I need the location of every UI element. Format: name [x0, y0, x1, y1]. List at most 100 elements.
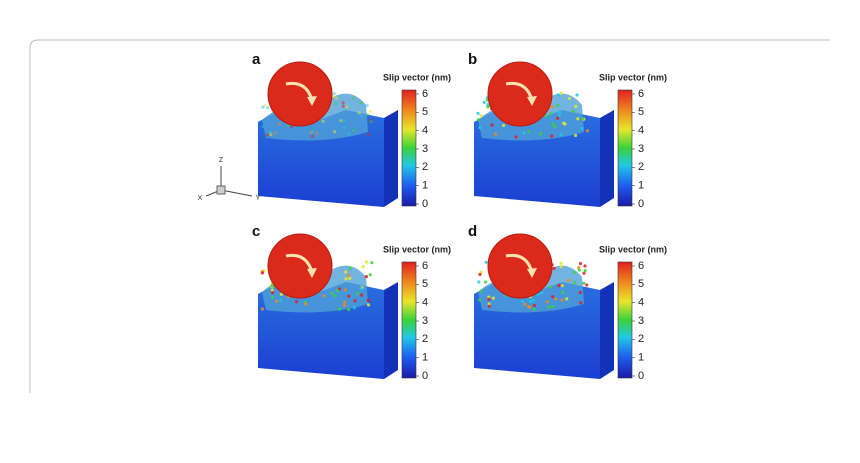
colorbar-tick-label: 1: [422, 180, 428, 192]
atom: [333, 294, 337, 298]
colorbar-tick-label: 4: [638, 125, 644, 137]
atom: [344, 277, 348, 281]
atom: [585, 283, 589, 287]
atom: [265, 133, 270, 137]
atom: [330, 291, 334, 296]
colorbar-tick-label: 6: [638, 260, 644, 272]
atom: [565, 297, 569, 301]
atom: [476, 111, 480, 115]
atom: [559, 91, 563, 95]
atom: [370, 261, 374, 265]
atom: [559, 261, 563, 265]
atom: [335, 288, 340, 293]
block-side: [600, 282, 614, 379]
block-side: [384, 110, 398, 207]
atom: [487, 304, 491, 308]
colorbar-tick-label: 0: [638, 370, 644, 382]
atom: [582, 271, 586, 275]
atom: [552, 266, 556, 271]
atom: [559, 264, 563, 269]
atom: [483, 280, 488, 284]
panel: a Slip vector (nm) 0 1 2 3 4 5 6: [252, 51, 451, 210]
arrow-head: [527, 96, 537, 106]
atom: [365, 103, 369, 108]
atom: [575, 93, 579, 97]
atom: [520, 299, 524, 304]
atom: [342, 119, 346, 123]
atom: [551, 122, 555, 126]
atom: [583, 264, 587, 268]
atom: [556, 116, 560, 120]
atom: [557, 110, 562, 114]
tool: [267, 61, 333, 127]
atom: [585, 129, 590, 133]
atom: [482, 100, 486, 104]
y-label: Y: [256, 195, 261, 202]
atom: [550, 134, 554, 138]
atom: [332, 94, 336, 99]
atom: [360, 113, 364, 117]
atom: [528, 299, 533, 303]
colorbar-tick-label: 3: [638, 143, 644, 155]
atom: [366, 298, 370, 302]
atom: [490, 123, 494, 127]
atom: [322, 294, 326, 298]
atom: [332, 92, 336, 96]
atom: [364, 260, 369, 264]
card-frame: [29, 39, 830, 393]
atom: [540, 291, 544, 295]
atom: [364, 274, 369, 279]
colorbar-tick-label: 6: [638, 88, 644, 100]
block-side: [600, 110, 614, 207]
colorbar: [401, 261, 417, 379]
colorbar-tick-label: 3: [638, 315, 644, 327]
colorbar-tick-label: 5: [422, 106, 428, 118]
atom: [556, 103, 560, 107]
atom: [487, 302, 491, 306]
atom: [270, 288, 275, 292]
atom: [573, 133, 578, 138]
atom: [342, 300, 347, 304]
atom: [522, 131, 526, 135]
colorbar-tick-label: 6: [422, 88, 428, 100]
atom: [286, 124, 290, 128]
atom: [310, 134, 315, 139]
atom: [523, 302, 527, 306]
atom: [321, 119, 325, 123]
atom: [532, 303, 537, 308]
atom: [347, 307, 351, 312]
atom: [579, 301, 583, 305]
atom: [358, 101, 363, 105]
atom: [558, 113, 562, 117]
atom: [351, 96, 355, 100]
atom: [543, 114, 548, 118]
atom: [342, 125, 347, 130]
panel-label: d: [468, 223, 477, 240]
atom: [270, 290, 275, 295]
panel: c Slip vector (nm) 0 1 2 3 4 5 6: [252, 223, 451, 382]
arrow-head: [527, 268, 537, 278]
atom: [357, 110, 361, 115]
atom: [334, 96, 339, 100]
atom: [351, 128, 355, 133]
atom: [360, 293, 364, 297]
atom: [577, 268, 581, 272]
tool: [487, 233, 553, 299]
atom: [571, 109, 575, 113]
atom: [539, 132, 543, 136]
atom: [550, 305, 555, 309]
atom: [369, 120, 373, 124]
atom: [580, 126, 584, 131]
atom: [266, 106, 270, 110]
colorbar-title: Slip vector (nm): [599, 244, 667, 254]
atom: [573, 281, 577, 285]
atom: [348, 266, 352, 271]
colorbar-tick-label: 1: [422, 352, 428, 364]
atom: [344, 270, 348, 274]
atom: [352, 306, 357, 310]
atom: [545, 300, 549, 304]
colorbar-tick-label: 4: [422, 297, 428, 309]
atom: [366, 132, 371, 137]
atom: [493, 132, 498, 136]
